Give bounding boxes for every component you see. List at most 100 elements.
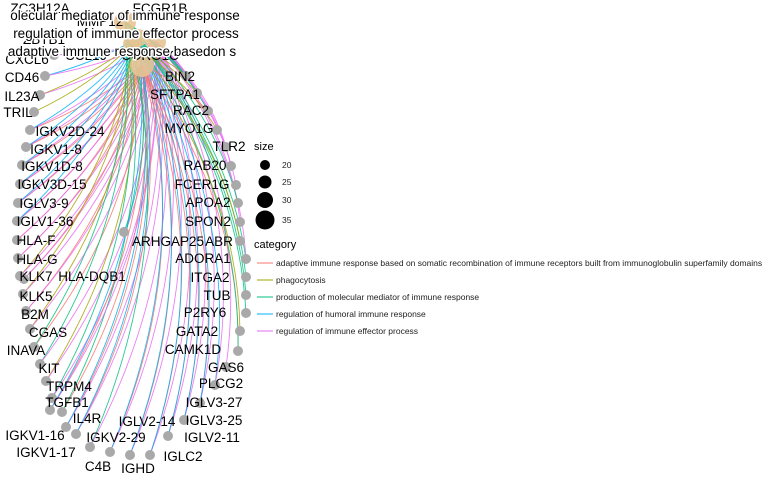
gene-label: B2M	[21, 307, 49, 322]
size-legend-dot	[258, 175, 272, 189]
gene-label: CGAS	[29, 325, 67, 340]
gene-node	[19, 274, 29, 284]
category-legend-title: category	[254, 239, 297, 251]
gene-node	[221, 142, 231, 152]
gene-label: IGLV3-9	[19, 196, 68, 211]
gene-label: IGLV1-36	[17, 214, 74, 229]
gene-category-edge	[51, 21, 133, 399]
category-node	[114, 11, 136, 33]
gene-node	[41, 376, 51, 386]
gene-category-edge	[25, 64, 143, 148]
gene-node	[25, 125, 35, 135]
category-label-production: olecular mediator of immune response	[10, 8, 240, 23]
gene-category-edge	[19, 64, 143, 185]
gene-label: IGLV3-27	[186, 395, 243, 410]
gene-node	[235, 217, 245, 227]
gene-node	[12, 216, 22, 226]
gene-node	[241, 290, 251, 300]
gene-label: HLA-G	[16, 252, 57, 267]
gene-label-top: ZC3H12A	[10, 1, 69, 16]
gene-label: IGLV2-11	[184, 430, 240, 445]
gene-node	[233, 198, 243, 208]
gene-category-edge	[65, 64, 149, 428]
gene-category-edge	[155, 41, 199, 437]
category-legend-label: adaptive immune response based on somati…	[276, 258, 762, 268]
gene-label: C4B	[85, 459, 111, 474]
gene-label: IGHD	[121, 461, 155, 476]
gene-node	[226, 161, 236, 171]
gene-node	[35, 359, 45, 369]
gene-label: SFTPA1	[150, 87, 200, 102]
gene-category-edge	[109, 64, 164, 453]
size-legend-dot	[257, 192, 273, 208]
gene-category-edge	[19, 43, 133, 277]
gene-category-edge	[49, 64, 145, 411]
gene-node	[21, 306, 31, 316]
gene-label: TLR2	[212, 139, 245, 154]
gene-node	[125, 450, 135, 460]
gene-label: MYO1G	[165, 121, 214, 136]
size-legend-dot	[260, 160, 270, 170]
gene-category-edge	[33, 21, 127, 348]
gene-category-edge	[131, 43, 241, 332]
legend: size 20 25 30 35 category adaptive immune r…	[254, 141, 762, 336]
size-legend: 20 25 30 35	[255, 160, 292, 230]
gene-category-edge	[75, 41, 164, 435]
gene-label: ADORA1	[175, 251, 231, 266]
gene-label: HLA-DQB1	[58, 269, 126, 284]
gene-label: IGKV1-17	[16, 445, 75, 460]
gene-label-top: MMP12	[77, 14, 124, 29]
gene-node	[15, 179, 25, 189]
gene-label: IGKV2D-24	[35, 124, 105, 139]
gene-label: KLK7	[19, 269, 52, 284]
gene-label: SPON2	[185, 214, 231, 229]
gene-label: IGKV1-16	[5, 428, 64, 443]
gene-category-edge	[39, 41, 157, 365]
gene-label: RAB20	[184, 158, 227, 173]
gene-node	[21, 142, 31, 152]
gene-node	[179, 415, 189, 425]
gene-category-edge	[155, 41, 224, 386]
gene-category-edge	[131, 43, 198, 94]
gene-category-edge	[129, 37, 173, 456]
gene-node	[203, 106, 213, 116]
gene-node	[18, 289, 28, 299]
category-legend-label: phagocytosis	[276, 275, 326, 285]
category-legend-label: regulation of immune effector process	[276, 326, 418, 336]
gene-label: CXCL6	[5, 52, 49, 67]
gene-label: CD46	[5, 70, 40, 85]
category-node	[146, 32, 166, 52]
size-legend-label: 30	[282, 195, 292, 205]
category-node	[129, 29, 147, 47]
gene-node	[231, 180, 241, 190]
gene-node	[45, 405, 55, 415]
gene-category-edge	[49, 37, 143, 411]
gene-label-top: FCGR1B	[133, 1, 188, 16]
gene-label: IL4R	[73, 411, 102, 426]
gene-node	[25, 324, 35, 334]
gene-label: FCER1G	[175, 177, 230, 192]
gene-category-edge	[124, 21, 239, 204]
category-label-layer: olecular mediator of immune response reg…	[6, 7, 241, 61]
gene-node	[192, 88, 202, 98]
gene-label: GAS6	[208, 360, 244, 375]
gene-node	[221, 362, 231, 372]
gene-category-edge	[137, 37, 200, 421]
gene-category-edge	[137, 37, 221, 386]
gene-category-edge	[53, 41, 157, 56]
size-legend-dot	[255, 210, 275, 230]
category-label-regulation-immune-effector: regulation of immune effector process	[13, 26, 239, 41]
gene-category-edge	[65, 37, 147, 428]
category-legend: adaptive immune response based on somati…	[257, 258, 762, 336]
gene-label: IGLV3-25	[186, 413, 243, 428]
size-legend-title: size	[254, 141, 274, 153]
gene-label-top: CCL19	[65, 48, 107, 63]
gene-category-edge	[39, 21, 129, 365]
gene-node	[105, 447, 115, 457]
gene-label: IGKV2-29	[86, 430, 145, 445]
gene-label: TRIL	[3, 105, 33, 120]
gene-label-top: CORO1C	[121, 48, 179, 63]
gene-category-edge	[89, 21, 149, 448]
gene-node	[12, 235, 22, 245]
